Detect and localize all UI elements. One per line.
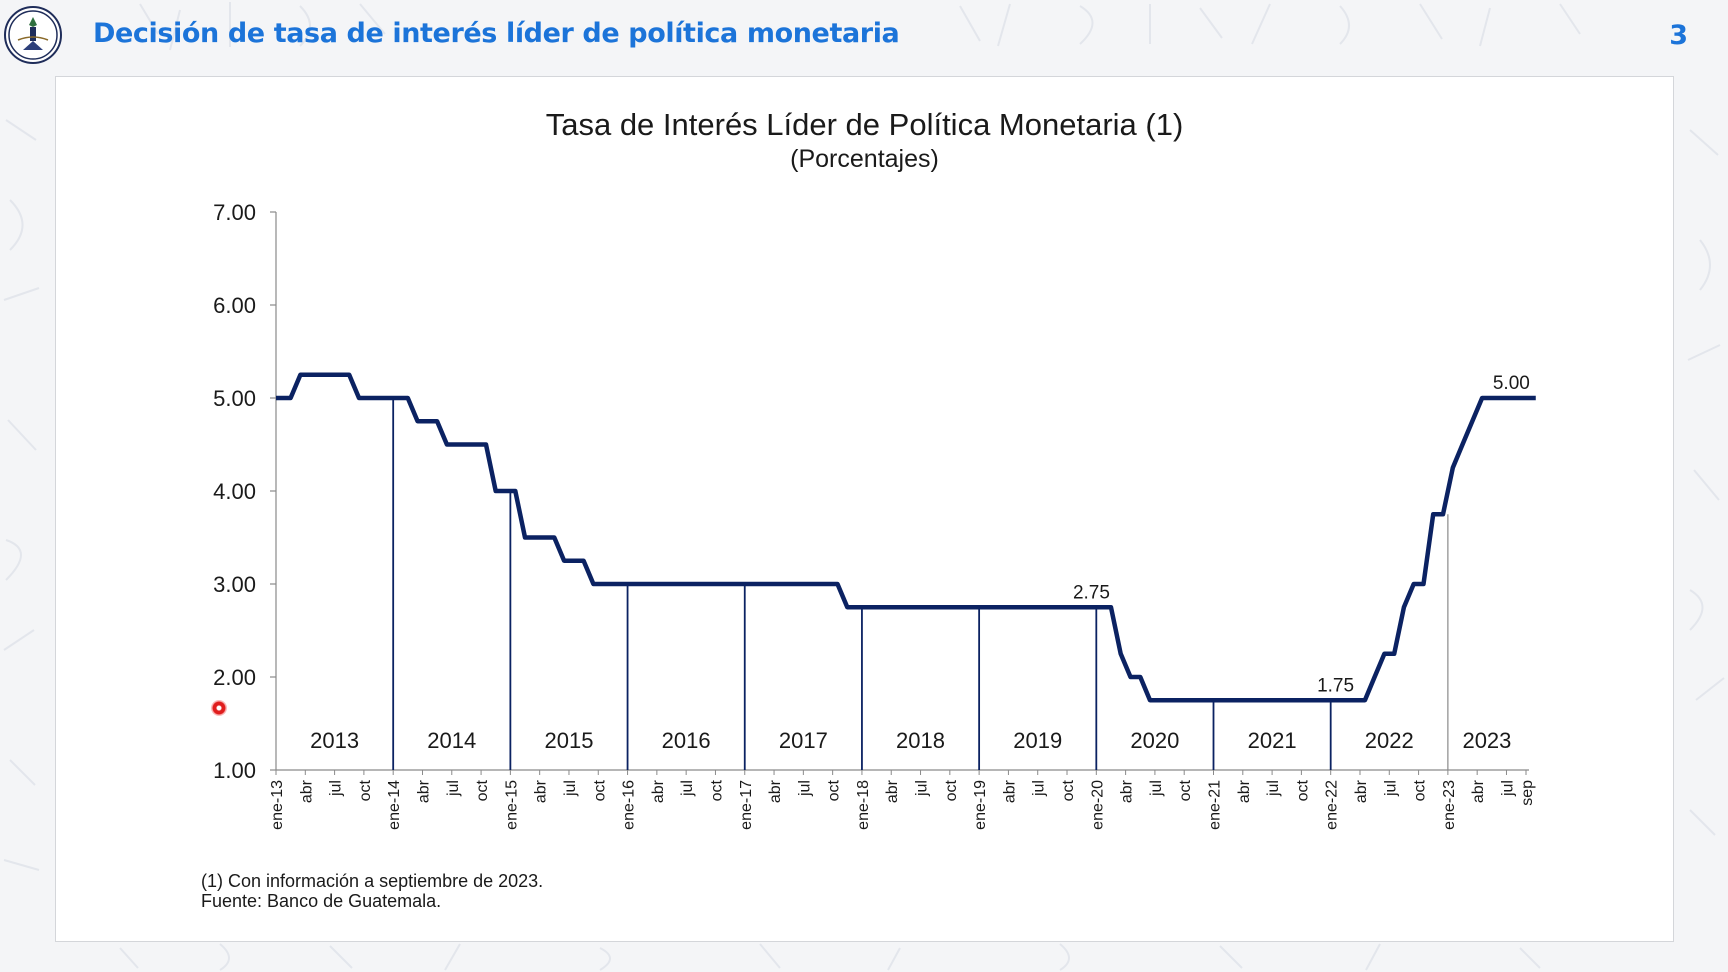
y-tick-label: 1.00 bbox=[213, 758, 256, 783]
x-tick-label: abr bbox=[1001, 779, 1018, 803]
x-tick-label: abr bbox=[1470, 779, 1487, 803]
x-tick-label: ene-18 bbox=[855, 780, 872, 830]
year-label: 2013 bbox=[310, 728, 359, 753]
x-tick-label: ene-20 bbox=[1089, 780, 1106, 830]
x-tick-label: abr bbox=[650, 779, 667, 803]
y-tick-label: 3.00 bbox=[213, 572, 256, 597]
y-tick-label: 4.00 bbox=[213, 479, 256, 504]
x-tick-label: oct bbox=[1060, 779, 1077, 801]
x-tick-label: jul bbox=[1148, 780, 1165, 797]
x-tick-label: jul bbox=[1499, 780, 1516, 797]
x-tick-label: jul bbox=[796, 780, 813, 797]
data-label: 5.00 bbox=[1493, 373, 1530, 394]
year-label: 2022 bbox=[1365, 728, 1414, 753]
x-tick-label: oct bbox=[1294, 779, 1311, 801]
x-tick-label: abr bbox=[884, 779, 901, 803]
footnote-source: Fuente: Banco de Guatemala. bbox=[201, 891, 442, 911]
footnote-info: (1) Con información a septiembre de 2023… bbox=[201, 871, 544, 891]
x-tick-label: oct bbox=[708, 779, 725, 801]
y-tick-label: 5.00 bbox=[213, 386, 256, 411]
y-tick-label: 7.00 bbox=[213, 200, 256, 225]
data-label: 1.75 bbox=[1317, 675, 1354, 696]
x-tick-label: ene-23 bbox=[1441, 780, 1458, 830]
x-tick-label: oct bbox=[357, 779, 374, 801]
x-tick-label: sep bbox=[1519, 780, 1536, 806]
x-tick-label: ene-19 bbox=[972, 780, 989, 830]
x-tick-label: ene-14 bbox=[386, 780, 403, 830]
y-tick-label: 6.00 bbox=[213, 293, 256, 318]
x-tick-label: ene-15 bbox=[503, 780, 520, 830]
x-tick-label: oct bbox=[943, 779, 960, 801]
banco-de-guatemala-seal-icon bbox=[8, 10, 58, 60]
x-tick-label: ene-17 bbox=[738, 780, 755, 830]
page-title: Decisión de tasa de interés líder de pol… bbox=[93, 18, 900, 49]
x-tick-label: ene-16 bbox=[621, 780, 638, 830]
x-tick-label: ene-21 bbox=[1207, 780, 1224, 830]
pointer-indicator bbox=[211, 700, 227, 716]
chart-footnote: (1) Con información a septiembre de 2023… bbox=[201, 871, 543, 911]
chart-panel: Tasa de Interés Líder de Política Moneta… bbox=[55, 76, 1674, 942]
year-label: 2023 bbox=[1462, 728, 1511, 753]
x-tick-label: oct bbox=[591, 779, 608, 801]
x-tick-label: oct bbox=[1412, 779, 1429, 801]
year-label: 2015 bbox=[544, 728, 593, 753]
x-tick-label: jul bbox=[679, 780, 696, 797]
data-label: 2.75 bbox=[1073, 582, 1110, 603]
x-tick-label: abr bbox=[298, 779, 315, 803]
year-label: 2014 bbox=[427, 728, 476, 753]
x-tick-label: abr bbox=[1353, 779, 1370, 803]
x-tick-label: jul bbox=[562, 780, 579, 797]
bank-seal-logo bbox=[4, 6, 62, 64]
year-label: 2018 bbox=[896, 728, 945, 753]
chart-title: Tasa de Interés Líder de Política Moneta… bbox=[545, 107, 1184, 142]
year-label: 2016 bbox=[662, 728, 711, 753]
x-tick-label: jul bbox=[445, 780, 462, 797]
x-tick-label: ene-13 bbox=[269, 780, 286, 830]
x-tick-label: abr bbox=[1119, 779, 1136, 803]
x-tick-label: jul bbox=[1031, 780, 1048, 797]
x-tick-label: abr bbox=[533, 779, 550, 803]
page-number: 3 bbox=[1669, 20, 1688, 51]
x-tick-label: oct bbox=[826, 779, 843, 801]
x-tick-label: jul bbox=[914, 780, 931, 797]
y-tick-label: 2.00 bbox=[213, 665, 256, 690]
x-tick-label: oct bbox=[1177, 779, 1194, 801]
year-label: 2017 bbox=[779, 728, 828, 753]
year-label: 2019 bbox=[1013, 728, 1062, 753]
x-tick-label: abr bbox=[1236, 779, 1253, 803]
chart-subtitle: (Porcentajes) bbox=[790, 145, 939, 173]
x-tick-label: abr bbox=[415, 779, 432, 803]
x-tick-label: ene-22 bbox=[1324, 780, 1341, 830]
x-tick-label: abr bbox=[767, 779, 784, 803]
x-tick-label: jul bbox=[1265, 780, 1282, 797]
x-tick-label: jul bbox=[1382, 780, 1399, 797]
policy-rate-line bbox=[276, 372, 1536, 703]
year-label: 2021 bbox=[1248, 728, 1297, 753]
x-tick-label: oct bbox=[474, 779, 491, 801]
x-tick-label: jul bbox=[328, 780, 345, 797]
year-label: 2020 bbox=[1130, 728, 1179, 753]
